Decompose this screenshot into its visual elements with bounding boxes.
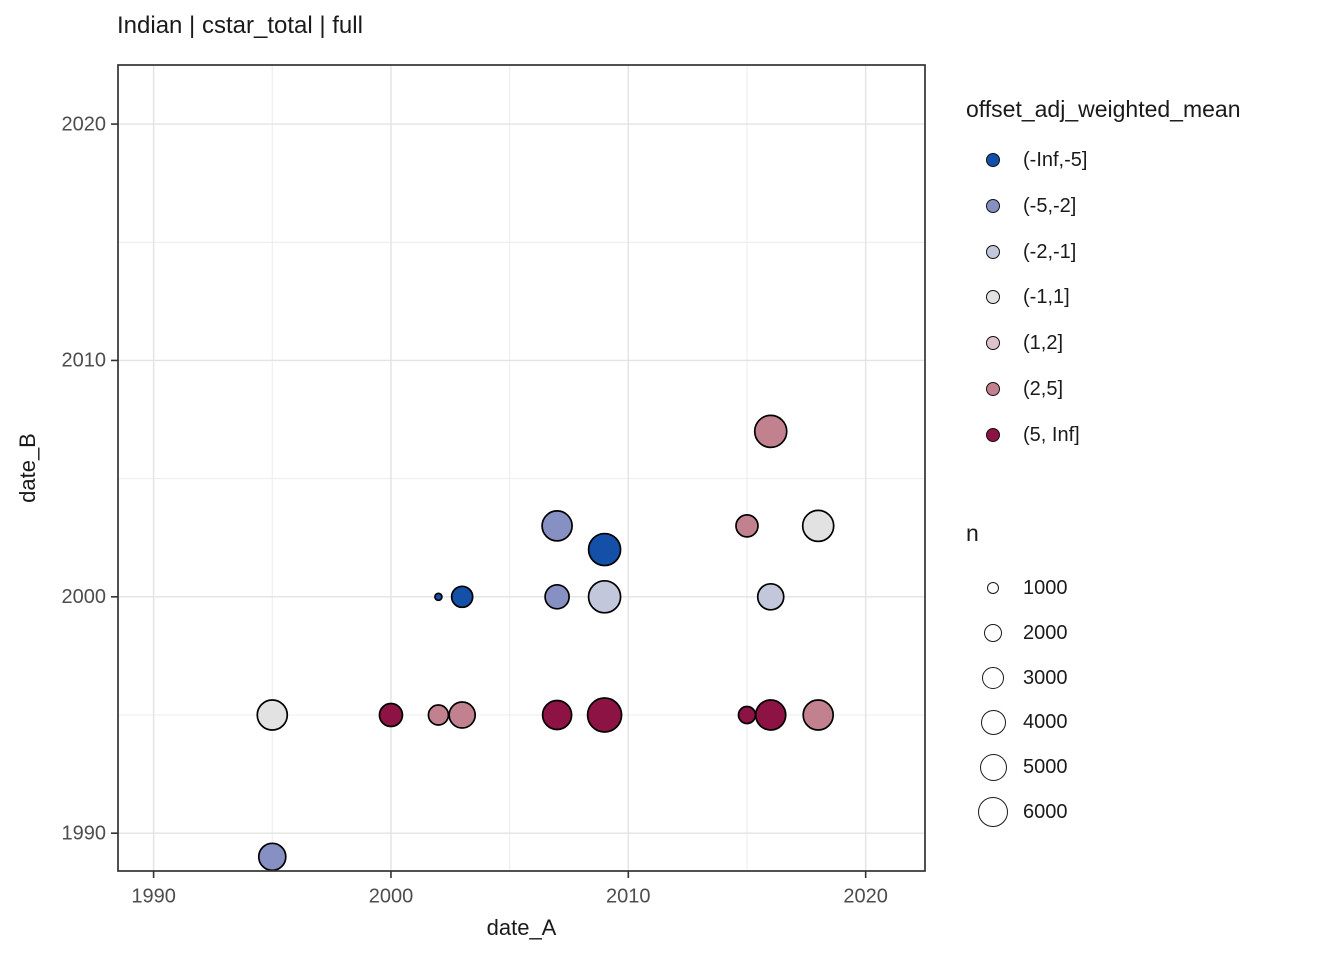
x-tick-label: 2020 bbox=[843, 885, 888, 907]
legend-row: (-Inf,-5] bbox=[976, 144, 1087, 176]
legend-row: 1000 bbox=[976, 572, 1068, 604]
data-point bbox=[427, 704, 450, 726]
data-point bbox=[544, 583, 570, 610]
color-swatch-icon bbox=[986, 336, 1000, 350]
size-legend-title: n bbox=[966, 520, 979, 546]
color-swatch-icon bbox=[986, 245, 1000, 259]
legend-row: (-5,-2] bbox=[976, 190, 1076, 222]
data-point bbox=[756, 582, 785, 611]
legend-label: (-2,-1] bbox=[1023, 240, 1077, 263]
legend-label: (-5,-2] bbox=[1023, 194, 1077, 217]
data-point bbox=[735, 514, 759, 538]
legend-key-circle-icon bbox=[976, 245, 1010, 259]
color-legend-title: offset_adj_weighted_mean bbox=[966, 96, 1241, 122]
data-point bbox=[541, 510, 573, 542]
color-swatch-icon bbox=[986, 428, 1000, 442]
data-point bbox=[587, 532, 622, 567]
size-swatch-icon bbox=[979, 753, 1007, 781]
y-tick-label: 1990 bbox=[62, 822, 107, 844]
y-axis-title: date_B bbox=[15, 433, 40, 503]
data-point bbox=[737, 705, 757, 725]
legend-key-circle-icon bbox=[976, 624, 1010, 642]
legend-key-circle-icon bbox=[976, 382, 1010, 396]
data-point bbox=[434, 592, 443, 602]
legend-label: (2,5] bbox=[1023, 377, 1064, 400]
data-point bbox=[378, 702, 404, 728]
y-tick-label: 2010 bbox=[62, 350, 107, 372]
legend-key-circle-icon bbox=[976, 709, 1010, 735]
size-swatch-icon bbox=[980, 709, 1006, 735]
legend-row: (2,5] bbox=[976, 373, 1063, 405]
size-swatch-icon bbox=[978, 797, 1008, 827]
color-swatch-icon bbox=[986, 382, 1000, 396]
x-tick-label: 1990 bbox=[131, 885, 176, 907]
x-tick-label: 2000 bbox=[369, 885, 414, 907]
color-swatch-icon bbox=[986, 199, 1000, 213]
legend-row: 5000 bbox=[976, 751, 1068, 783]
legend-key-circle-icon bbox=[976, 667, 1010, 689]
legend-key-circle-icon bbox=[976, 582, 1010, 594]
legend-row: (-1,1] bbox=[976, 281, 1070, 313]
legend-label: (1,2] bbox=[1023, 331, 1064, 354]
legend-label: (-Inf,-5] bbox=[1023, 148, 1088, 171]
data-point bbox=[801, 509, 835, 543]
data-point bbox=[586, 697, 623, 733]
data-point bbox=[257, 842, 287, 872]
legend-key-circle-icon bbox=[976, 290, 1010, 304]
color-swatch-icon bbox=[986, 290, 1000, 304]
legend-row: 4000 bbox=[976, 706, 1068, 738]
legend-label: 1000 bbox=[1023, 576, 1068, 599]
legend-label: 3000 bbox=[1023, 666, 1068, 689]
legend-row: (1,2] bbox=[976, 327, 1063, 359]
data-point bbox=[754, 699, 787, 731]
y-tick-label: 2000 bbox=[62, 586, 107, 608]
legend-row: 6000 bbox=[976, 796, 1068, 828]
legend-label: 4000 bbox=[1023, 710, 1068, 733]
legend-key-circle-icon bbox=[976, 199, 1010, 213]
data-point bbox=[450, 585, 474, 609]
legend-row: (5, Inf] bbox=[976, 419, 1080, 451]
legend-key-circle-icon bbox=[976, 428, 1010, 442]
legend-label: (-1,1] bbox=[1023, 285, 1070, 308]
x-axis-title: date_A bbox=[486, 915, 557, 940]
legend-label: 6000 bbox=[1023, 800, 1068, 823]
legend-key-circle-icon bbox=[976, 336, 1010, 350]
legend-row: 2000 bbox=[976, 617, 1068, 649]
panel-border bbox=[117, 64, 926, 872]
legend-key-circle-icon bbox=[976, 753, 1010, 781]
size-swatch-icon bbox=[984, 624, 1002, 642]
data-point bbox=[448, 701, 477, 729]
y-tick-label: 2020 bbox=[62, 113, 107, 135]
legend-label: 2000 bbox=[1023, 621, 1068, 644]
legend-label: 5000 bbox=[1023, 755, 1068, 778]
data-point bbox=[587, 579, 622, 614]
legend-row: 3000 bbox=[976, 662, 1068, 694]
data-point bbox=[753, 414, 788, 449]
data-point bbox=[541, 699, 573, 731]
legend-label: (5, Inf] bbox=[1023, 423, 1080, 446]
legend-key-circle-icon bbox=[976, 153, 1010, 167]
legend-key-circle-icon bbox=[976, 797, 1010, 827]
legend-row: (-2,-1] bbox=[976, 236, 1076, 268]
size-swatch-icon bbox=[987, 582, 999, 594]
size-swatch-icon bbox=[982, 667, 1004, 689]
plot-title: Indian | cstar_total | full bbox=[117, 12, 363, 39]
data-point bbox=[256, 699, 289, 731]
x-tick-label: 2010 bbox=[606, 885, 651, 907]
color-swatch-icon bbox=[986, 153, 1000, 167]
data-point bbox=[802, 699, 835, 731]
